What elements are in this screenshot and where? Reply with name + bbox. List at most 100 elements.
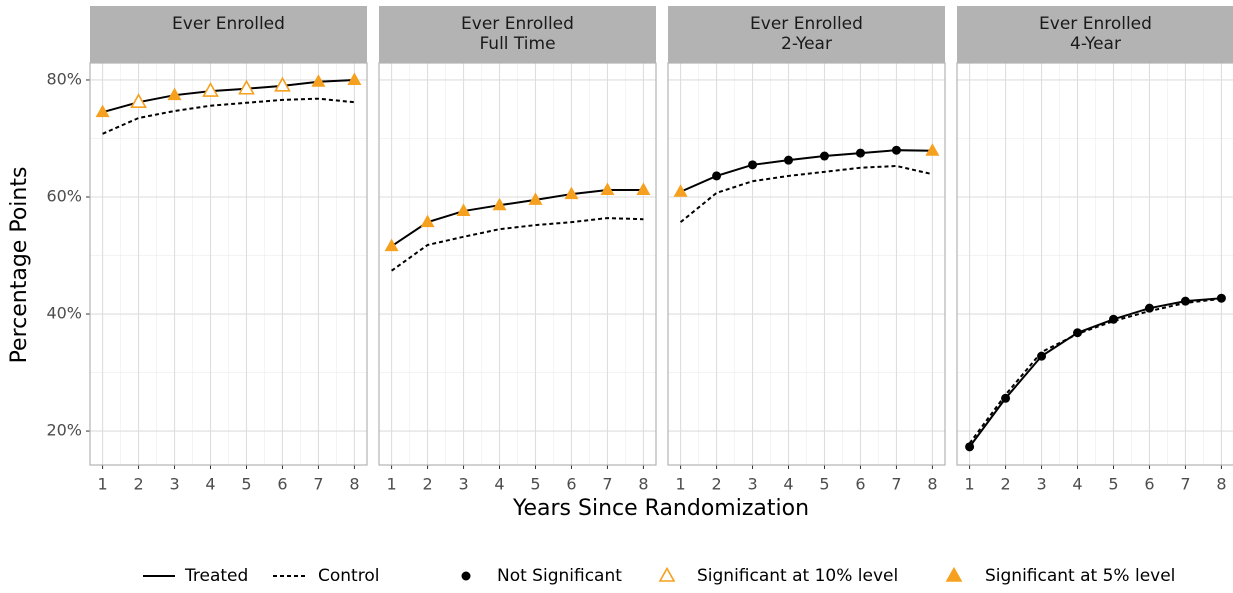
point (456, 203, 471, 217)
y-axis-title: Percentage Points (7, 167, 32, 364)
panel-border (89, 62, 368, 466)
point (1180, 296, 1190, 306)
series-line (968, 297, 1222, 448)
x-tick-label: 5 (241, 475, 251, 494)
point (1001, 393, 1011, 403)
point (238, 79, 255, 95)
x-tick-label: 4 (783, 475, 793, 494)
point (492, 197, 507, 211)
x-tick-label: 2 (1000, 475, 1010, 494)
x-tick-label: 2 (711, 475, 721, 494)
strip (379, 6, 656, 63)
panel-title: Ever Enrolled 2-Year (750, 14, 863, 54)
point (311, 74, 326, 87)
x-tick-label: 7 (313, 475, 323, 494)
legend-key (658, 566, 676, 582)
x-tick-label: 7 (1180, 475, 1190, 494)
point (784, 155, 794, 165)
title-line: 2-Year (781, 34, 832, 54)
point (748, 160, 758, 170)
point (891, 145, 901, 155)
point (202, 81, 219, 97)
point (528, 192, 543, 205)
x-tick-label: 4 (494, 475, 504, 494)
point (819, 151, 829, 161)
x-tick-label: 5 (819, 475, 829, 494)
x-tick-label: 5 (530, 475, 540, 494)
point (420, 214, 435, 228)
point (636, 182, 651, 195)
point (384, 238, 399, 252)
point (712, 171, 722, 181)
x-tick-label: 5 (1108, 475, 1118, 494)
point (1216, 293, 1226, 303)
point (95, 104, 110, 118)
title-line: Ever Enrolled (750, 14, 863, 34)
x-tick-label: 4 (205, 475, 215, 494)
x-tick-label: 6 (566, 475, 576, 494)
point (564, 186, 579, 200)
panel-border (667, 62, 946, 466)
legend-label: Treated (184, 566, 248, 586)
x-tick-label: 1 (675, 475, 685, 494)
x-tick-label: 6 (1144, 475, 1154, 494)
panel-border (956, 62, 1233, 466)
title-line: Full Time (479, 34, 555, 54)
point (1037, 351, 1047, 361)
point (1144, 303, 1154, 313)
x-tick-label: 1 (386, 475, 396, 494)
legend-label: Not Significant (497, 566, 622, 586)
point (965, 442, 975, 452)
series-line (680, 149, 933, 193)
point (1073, 328, 1083, 338)
x-tick-label: 4 (1072, 475, 1082, 494)
x-tick-label: 8 (1216, 475, 1226, 494)
x-tick-label: 7 (602, 475, 612, 494)
x-tick-label: 8 (349, 475, 359, 494)
x-tick-label: 1 (97, 475, 107, 494)
point (274, 76, 291, 92)
series-line (102, 78, 355, 114)
strip (957, 6, 1233, 63)
legend-key (945, 566, 963, 582)
title-line: Ever Enrolled (1039, 14, 1152, 34)
panel-title: Ever Enrolled Full Time (461, 14, 574, 54)
legend-label: Significant at 10% level (697, 566, 898, 586)
strip (668, 6, 945, 63)
panel-title: Ever Enrolled (172, 14, 285, 34)
series-line (968, 297, 1222, 444)
x-tick-label: 1 (964, 475, 974, 494)
x-tick-label: 3 (747, 475, 757, 494)
point (600, 182, 615, 195)
point (855, 148, 865, 158)
series-line (679, 164, 933, 223)
legend-label: Significant at 5% level (985, 566, 1175, 586)
legend-key (461, 571, 471, 581)
x-tick-label: 3 (169, 475, 179, 494)
panel-border (378, 62, 657, 466)
series-line (391, 217, 644, 272)
x-tick-label: 6 (855, 475, 865, 494)
x-tick-label: 8 (638, 475, 648, 494)
x-tick-label: 8 (927, 475, 937, 494)
point (673, 184, 688, 197)
point (347, 72, 362, 85)
y-tick-label: 80% (46, 69, 82, 88)
legend-label: Control (318, 566, 379, 586)
y-tick-label: 40% (46, 304, 82, 323)
point (167, 87, 182, 101)
y-tick-label: 60% (46, 187, 82, 206)
y-tick-label: 20% (46, 421, 82, 440)
point (1108, 314, 1118, 324)
title-line: Ever Enrolled (461, 14, 574, 34)
panel-title: Ever Enrolled 4-Year (1039, 14, 1152, 54)
title-line: 4-Year (1070, 34, 1121, 54)
x-axis-title: Years Since Randomization (512, 496, 809, 521)
x-tick-label: 3 (1036, 475, 1046, 494)
point (925, 143, 940, 156)
x-tick-label: 2 (133, 475, 143, 494)
x-tick-label: 2 (422, 475, 432, 494)
strip (90, 6, 367, 63)
title-line: Ever Enrolled (172, 14, 285, 34)
